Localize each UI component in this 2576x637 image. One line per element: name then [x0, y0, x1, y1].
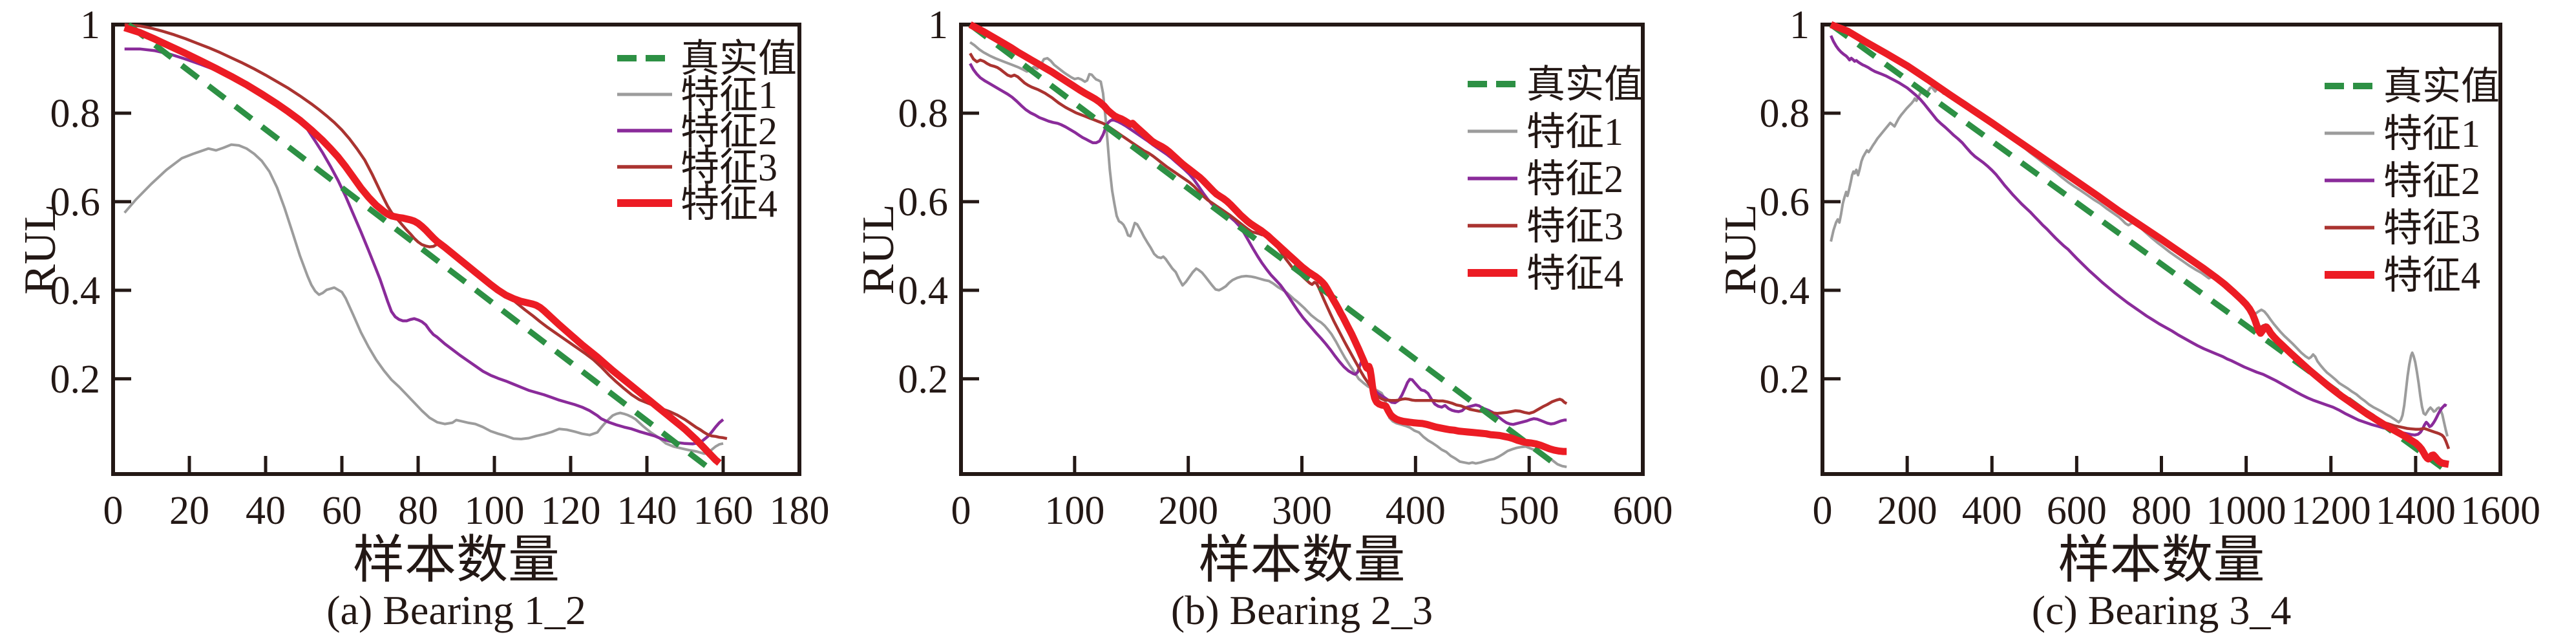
y-tick-label: 0.8: [50, 92, 101, 136]
x-tick-label: 600: [2047, 489, 2107, 533]
chart-caption: (b) Bearing 2_3: [1171, 587, 1433, 633]
y-tick-label: 1: [1789, 3, 1810, 47]
x-axis-title: 样本数量: [1199, 532, 1406, 589]
y-tick-label: 0.8: [898, 92, 949, 136]
legend-label-feature-2: 特征2: [681, 110, 777, 153]
x-tick-label: 500: [1499, 489, 1559, 533]
legend-label-feature-2: 特征2: [1526, 158, 1623, 200]
x-tick-label: 20: [169, 489, 209, 533]
legend-label-feature-4: 特征4: [2383, 254, 2480, 297]
x-tick-label: 100: [1044, 489, 1104, 533]
x-tick-label: 0: [1813, 489, 1833, 533]
x-tick-label: 1600: [2460, 489, 2540, 533]
chart-canvas: 0 200 400 600 800 1000 1200 1400 1600 0.2 0.4 0.6 0.…: [1716, 3, 2540, 633]
x-tick-label: 200: [1158, 489, 1218, 533]
legend-label-true-value: 真实值: [681, 38, 797, 80]
legend-label-feature-3: 特征3: [1526, 205, 1623, 248]
x-tick-label: 100: [465, 489, 525, 533]
y-tick-label: 0.4: [898, 269, 949, 313]
x-tick-label: 300: [1272, 489, 1332, 533]
x-tick-label: 180: [770, 489, 830, 533]
legend-label-feature-3: 特征3: [2383, 207, 2480, 250]
series-line-feature-2: [1830, 35, 2447, 437]
series-line-feature-1: [1830, 85, 2449, 437]
chart-caption: (c) Bearing 3_4: [2032, 587, 2292, 633]
x-tick-label: 600: [1613, 489, 1673, 533]
chart-canvas: 0 20 40 60 80 100 120 140 160 180 0.2 0.4 0.6 0.8 1 RUL…: [16, 3, 830, 633]
series-line-feature-1: [123, 143, 724, 455]
y-tick-label: 0.2: [898, 358, 949, 402]
legend-label-feature-1: 特征1: [1526, 111, 1623, 153]
x-tick-label: 60: [322, 489, 362, 533]
x-axis-title: 样本数量: [353, 532, 560, 589]
legend-label-feature-4: 特征4: [681, 182, 777, 225]
x-tick-label: 160: [693, 489, 754, 533]
y-tick-label: 1: [928, 3, 948, 47]
series-line-true-value: [126, 22, 710, 470]
chart-b-bearing-2_3: 0 100 200 300 400 500 600 0.2 0.4 0.6 0.8 1 RUL 样本数量(…: [854, 0, 1716, 637]
y-tick-label: 0.2: [1760, 358, 1810, 402]
x-tick-label: 400: [1962, 489, 2022, 533]
x-tick-label: 1000: [2206, 489, 2286, 533]
legend-label-feature-4: 特征4: [1526, 252, 1623, 295]
chart-canvas: 0 100 200 300 400 500 600 0.2 0.4 0.6 0.8 1 RUL 样本数量(…: [854, 3, 1673, 633]
legend-label-true-value: 真实值: [1526, 63, 1643, 106]
legend-label-feature-1: 特征1: [2383, 113, 2480, 155]
y-axis-title: RUL: [1716, 204, 1766, 295]
chart-a-bearing-1_2: 0 20 40 60 80 100 120 140 160 180 0.2 0.4 0.6 0.8 1 RUL…: [0, 0, 860, 637]
x-tick-label: 1400: [2376, 489, 2456, 533]
y-tick-label: 0.6: [1760, 180, 1810, 224]
series-line-true-value: [968, 22, 1559, 468]
series-line-feature-4: [123, 24, 722, 466]
x-tick-label: 400: [1386, 489, 1446, 533]
chart-caption: (a) Bearing 1_2: [326, 587, 586, 633]
legend-label-feature-2: 特征2: [2383, 160, 2480, 202]
y-tick-label: 0.2: [50, 358, 101, 402]
y-tick-label: 1: [80, 3, 100, 47]
x-tick-label: 800: [2131, 489, 2191, 533]
x-tick-label: 0: [103, 489, 123, 533]
plot-border: [111, 23, 801, 476]
y-axis-title: RUL: [16, 204, 65, 295]
series-line-feature-4: [1830, 21, 2450, 468]
legend-label-feature-1: 特征1: [681, 74, 777, 116]
x-tick-label: 120: [541, 489, 601, 533]
y-tick-label: 0.8: [1760, 92, 1810, 136]
y-axis-title: RUL: [860, 204, 903, 295]
chart-c-bearing-3_4: 0 200 400 600 800 1000 1200 1400 1600 0.2 0.4 0.6 0.…: [1716, 0, 2576, 637]
y-tick-label: 0.4: [50, 269, 101, 313]
x-axis-title: 样本数量: [2058, 532, 2265, 589]
y-tick-label: 0.6: [898, 180, 949, 224]
x-tick-label: 200: [1877, 489, 1937, 533]
legend-label-true-value: 真实值: [2383, 65, 2500, 108]
x-tick-label: 1200: [2291, 489, 2371, 533]
y-tick-label: 0.4: [1760, 269, 1810, 313]
series-line-feature-2: [969, 63, 1567, 426]
x-tick-label: 80: [398, 489, 438, 533]
x-tick-label: 0: [951, 489, 971, 533]
series-line-true-value: [1829, 22, 2444, 470]
x-tick-label: 40: [246, 489, 286, 533]
series-line-feature-1: [969, 41, 1567, 468]
y-tick-label: 0.6: [50, 180, 101, 224]
legend-label-feature-3: 特征3: [681, 146, 777, 189]
x-tick-label: 140: [617, 489, 677, 533]
series-line-feature-4: [968, 21, 1567, 455]
